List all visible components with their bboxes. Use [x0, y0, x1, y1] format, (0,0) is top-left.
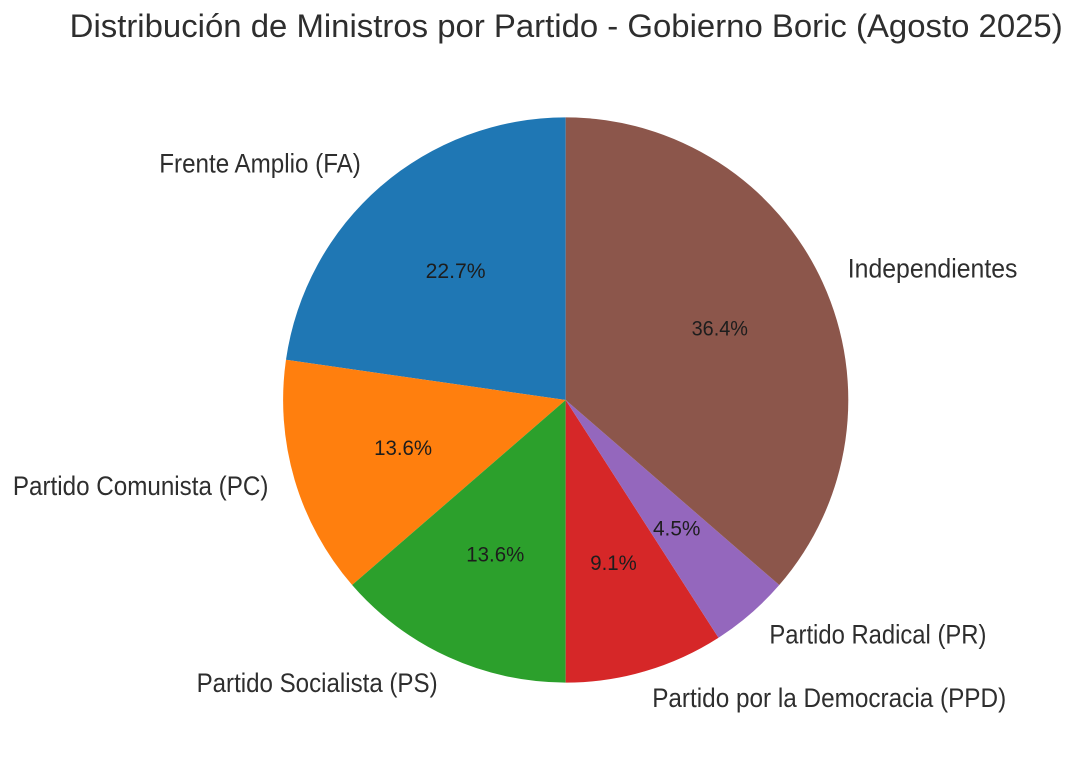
svg-text:9.1%: 9.1%: [590, 550, 637, 575]
svg-text:Independientes: Independientes: [848, 254, 1018, 284]
svg-text:13.6%: 13.6%: [466, 542, 524, 567]
svg-text:22.7%: 22.7%: [426, 258, 486, 283]
svg-text:36.4%: 36.4%: [692, 316, 748, 341]
svg-text:Partido Socialista (PS): Partido Socialista (PS): [197, 668, 438, 698]
svg-text:Distribución de Ministros por: Distribución de Ministros por Partido - …: [70, 8, 1063, 44]
svg-text:Frente Amplio (FA): Frente Amplio (FA): [159, 149, 361, 179]
svg-text:Partido Radical (PR): Partido Radical (PR): [769, 620, 986, 650]
svg-text:Partido por la Democracia (PPD: Partido por la Democracia (PPD): [652, 683, 1006, 713]
svg-text:4.5%: 4.5%: [653, 515, 701, 540]
svg-text:Partido Comunista (PC): Partido Comunista (PC): [13, 471, 269, 501]
svg-text:13.6%: 13.6%: [374, 435, 432, 460]
